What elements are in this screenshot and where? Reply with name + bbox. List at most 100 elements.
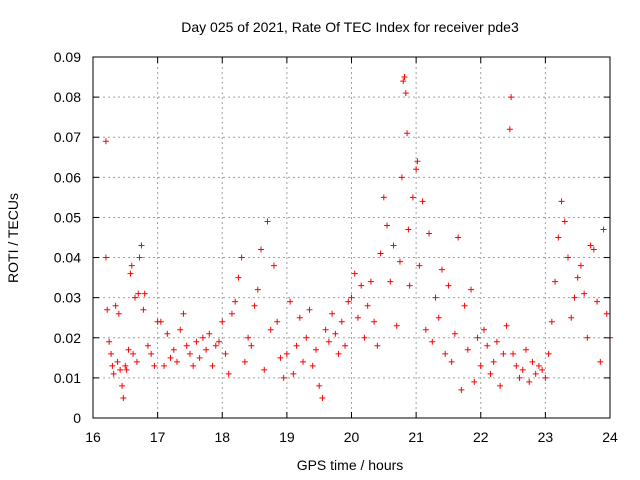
data-point <box>261 366 268 373</box>
data-point <box>167 354 174 361</box>
data-point <box>102 254 109 261</box>
data-point <box>603 310 610 317</box>
data-point <box>354 314 361 321</box>
data-point <box>532 370 539 377</box>
data-point <box>406 282 413 289</box>
data-point <box>484 342 491 349</box>
data-point <box>435 314 442 321</box>
data-point <box>338 318 345 325</box>
data-point <box>216 338 223 345</box>
data-point <box>170 346 177 353</box>
data-point <box>141 290 148 297</box>
x-tick-label: 20 <box>344 429 360 445</box>
data-point <box>387 278 394 285</box>
data-point <box>264 218 271 225</box>
data-point <box>342 342 349 349</box>
data-point <box>120 394 127 401</box>
data-point <box>404 130 411 137</box>
data-point <box>348 294 355 301</box>
data-point <box>270 262 277 269</box>
data-point <box>312 346 319 353</box>
data-point <box>477 362 484 369</box>
data-point <box>109 362 116 369</box>
data-point <box>419 198 426 205</box>
data-point <box>548 318 555 325</box>
data-point <box>300 358 307 365</box>
data-point <box>400 78 407 85</box>
data-point <box>287 298 294 305</box>
data-point <box>290 370 297 377</box>
data-point <box>513 362 520 369</box>
data-point <box>144 342 151 349</box>
data-point <box>358 282 365 289</box>
data-point <box>206 330 213 337</box>
y-tick-label: 0.01 <box>54 370 81 386</box>
data-point <box>322 326 329 333</box>
data-point <box>345 298 352 305</box>
data-point <box>193 338 200 345</box>
data-point <box>374 342 381 349</box>
data-point <box>584 334 591 341</box>
data-point <box>161 362 168 369</box>
data-point <box>398 174 405 181</box>
data-point <box>110 370 117 377</box>
data-point <box>228 310 235 317</box>
data-point <box>325 338 332 345</box>
data-point <box>293 342 300 349</box>
data-point <box>157 318 164 325</box>
data-point <box>212 342 219 349</box>
data-point <box>396 258 403 265</box>
data-point <box>222 350 229 357</box>
data-point <box>306 306 313 313</box>
data-point <box>401 74 408 81</box>
data-point <box>235 274 242 281</box>
data-point <box>405 226 412 233</box>
data-point <box>542 374 549 381</box>
data-point <box>164 330 171 337</box>
data-point <box>535 362 542 369</box>
data-point <box>516 374 523 381</box>
data-point <box>125 346 132 353</box>
data-point <box>471 378 478 385</box>
data-point <box>474 334 481 341</box>
data-point <box>241 358 248 365</box>
data-point <box>245 334 252 341</box>
data-point <box>371 318 378 325</box>
data-point <box>136 254 143 261</box>
data-points <box>102 74 613 401</box>
data-point <box>351 270 358 277</box>
data-point <box>380 194 387 201</box>
data-point <box>102 138 109 145</box>
chart-title: Day 025 of 2021, Rate Of TEC Index for r… <box>181 19 519 35</box>
data-point <box>422 326 429 333</box>
data-point <box>416 262 423 269</box>
data-point <box>500 350 507 357</box>
data-point <box>309 362 316 369</box>
data-point <box>522 346 529 353</box>
data-point <box>432 294 439 301</box>
data-point <box>594 298 601 305</box>
data-point <box>303 334 310 341</box>
data-point <box>128 262 135 269</box>
data-point <box>558 198 565 205</box>
data-point <box>577 262 584 269</box>
x-tick-label: 18 <box>214 429 230 445</box>
data-point <box>148 350 155 357</box>
data-point <box>332 330 339 337</box>
data-point <box>526 378 533 385</box>
data-point <box>600 226 607 233</box>
data-point <box>493 338 500 345</box>
data-point <box>196 354 203 361</box>
y-tick-label: 0.05 <box>54 209 81 225</box>
data-point <box>455 234 462 241</box>
data-point <box>497 382 504 389</box>
y-tick-label: 0.09 <box>54 49 81 65</box>
data-point <box>180 310 187 317</box>
y-tick-label: 0.03 <box>54 290 81 306</box>
data-point <box>232 298 239 305</box>
data-point <box>461 302 468 309</box>
data-point <box>510 350 517 357</box>
data-point <box>177 326 184 333</box>
y-tick-label: 0 <box>73 410 81 426</box>
